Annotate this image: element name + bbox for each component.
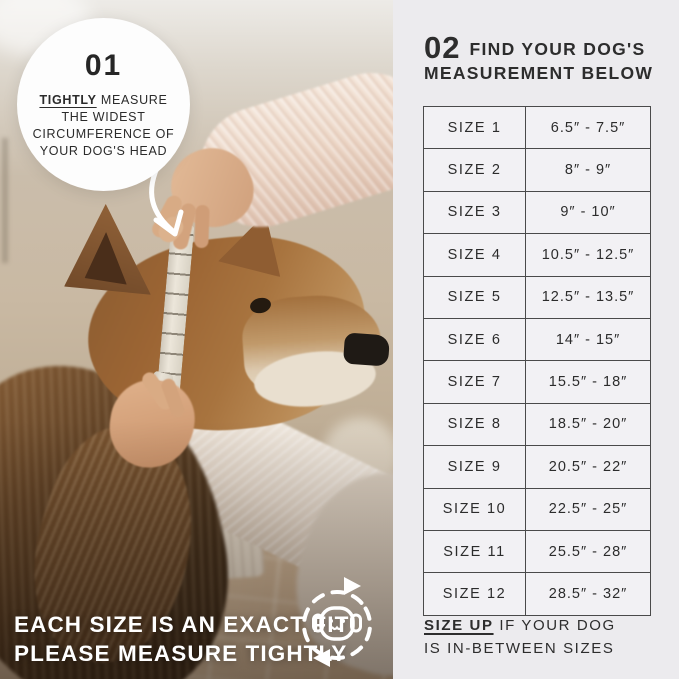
size-label: SIZE 8 (422, 402, 527, 447)
size-range: 6.5″ - 7.5″ (525, 105, 651, 150)
emphasis-size-up: SIZE UP (424, 617, 494, 634)
size-range: 14″ - 15″ (525, 317, 651, 362)
size-label: SIZE 10 (422, 487, 527, 531)
table-row: SIZE 2 8″ - 9″ (422, 148, 651, 192)
size-range: 28.5″ - 32″ (525, 572, 651, 616)
size-label: SIZE 12 (422, 572, 527, 616)
step-1-badge: 01 TIGHTLY MEASURE THE WIDEST CIRCUMFERE… (17, 18, 190, 191)
size-range: 20.5″ - 22″ (525, 445, 651, 489)
step-2-header: 02 FIND YOUR DOG'S MEASUREMENT BELOW (424, 32, 666, 85)
measurement-photo: 01 TIGHTLY MEASURE THE WIDEST CIRCUMFERE… (0, 0, 393, 679)
step-1-instruction: TIGHTLY MEASURE THE WIDEST CIRCUMFERENCE… (32, 93, 175, 158)
header-line-1: FIND YOUR DOG'S (469, 39, 646, 59)
size-label: SIZE 1 (422, 105, 527, 150)
size-range: 15.5″ - 18″ (525, 360, 651, 404)
size-range: 18.5″ - 20″ (525, 402, 651, 447)
step-2-number: 02 (424, 30, 461, 65)
size-label: SIZE 7 (422, 360, 527, 404)
size-label: SIZE 9 (422, 445, 527, 489)
table-row: SIZE 5 12.5″ - 13.5″ (422, 275, 651, 319)
background-blur-post (2, 138, 8, 263)
size-range: 22.5″ - 25″ (525, 487, 651, 531)
step-1-number: 01 (84, 49, 123, 82)
size-range: 9″ - 10″ (525, 190, 651, 235)
size-range: 10.5″ - 12.5″ (525, 233, 651, 277)
size-up-note: SIZE UP IF YOUR DOG IS IN-BETWEEN SIZES (424, 617, 616, 657)
size-chart-panel: 02 FIND YOUR DOG'S MEASUREMENT BELOW SIZE… (393, 0, 679, 679)
size-range: 8″ - 9″ (525, 148, 651, 192)
table-row: SIZE 4 10.5″ - 12.5″ (422, 233, 651, 277)
table-row: SIZE 7 15.5″ - 18″ (422, 360, 651, 404)
caption-line-1: EACH SIZE IS AN EXACT FIT (14, 612, 350, 637)
size-label: SIZE 3 (422, 190, 527, 235)
size-label: SIZE 11 (422, 529, 527, 574)
table-row: SIZE 3 9″ - 10″ (422, 190, 651, 235)
size-label: SIZE 5 (422, 275, 527, 319)
size-table: SIZE 1 6.5″ - 7.5″ SIZE 2 8″ - 9″ SIZE 3 9″… (422, 105, 651, 616)
table-row: SIZE 11 25.5″ - 28″ (422, 529, 651, 574)
photo-caption: EACH SIZE IS AN EXACT FIT PLEASE MEASURE… (14, 611, 349, 668)
emphasis-tightly: TIGHTLY (39, 93, 97, 107)
header-line-2: MEASUREMENT BELOW (424, 63, 654, 83)
size-range: 12.5″ - 13.5″ (525, 275, 651, 319)
caption-line-2: PLEASE MEASURE TIGHTLY (14, 640, 348, 666)
size-label: SIZE 2 (422, 148, 527, 192)
table-row: SIZE 6 14″ - 15″ (422, 317, 651, 362)
table-row: SIZE 12 28.5″ - 32″ (422, 572, 651, 616)
table-row: SIZE 1 6.5″ - 7.5″ (422, 105, 651, 150)
dog-face-cycle-icon (302, 577, 372, 667)
size-label: SIZE 6 (422, 317, 527, 362)
note-line-2: IS IN-BETWEEN SIZES (424, 640, 615, 657)
table-row: SIZE 8 18.5″ - 20″ (422, 402, 651, 447)
size-range: 25.5″ - 28″ (525, 529, 651, 574)
size-label: SIZE 4 (422, 233, 527, 277)
table-row: SIZE 9 20.5″ - 22″ (422, 445, 651, 489)
table-row: SIZE 10 22.5″ - 25″ (422, 487, 651, 531)
